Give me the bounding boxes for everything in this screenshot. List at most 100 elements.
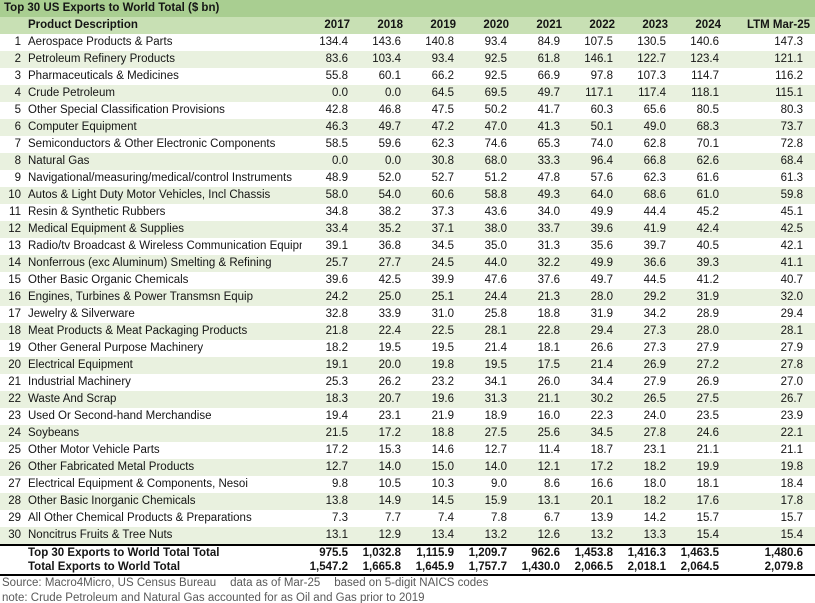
value-cell: 17.6 xyxy=(696,495,719,507)
value-cell: 92.5 xyxy=(484,70,507,82)
value-cell: 10.5 xyxy=(378,478,401,490)
rank-cell: 13 xyxy=(8,240,21,252)
total-value-cell: 1,209.7 xyxy=(468,547,507,559)
value-cell: 27.3 xyxy=(643,342,666,354)
value-cell: 29.2 xyxy=(643,291,666,303)
value-cell: 33.9 xyxy=(378,308,401,320)
value-cell: 13.4 xyxy=(431,529,454,541)
value-cell: 39.1 xyxy=(325,240,348,252)
value-cell: 47.2 xyxy=(431,121,454,133)
value-cell: 26.9 xyxy=(643,359,666,371)
value-cell: 19.5 xyxy=(431,342,454,354)
value-cell: 134.4 xyxy=(319,36,348,48)
rank-cell xyxy=(0,560,24,574)
table-row: 9 Navigational/measuring/medical/control … xyxy=(0,170,815,187)
total-value-cell: 975.5 xyxy=(319,547,348,559)
value-cell: 117.1 xyxy=(585,87,613,99)
value-cell: 24.0 xyxy=(643,410,666,422)
value-cell: 64.5 xyxy=(431,87,454,99)
column-header: 2017 xyxy=(324,19,350,31)
value-cell: 62.6 xyxy=(696,155,719,167)
value-cell: 15.3 xyxy=(378,444,401,456)
value-cell: 26.9 xyxy=(696,376,719,388)
value-cell: 49.0 xyxy=(643,121,666,133)
value-cell: 60.3 xyxy=(590,104,613,116)
rank-cell: 7 xyxy=(14,138,21,150)
product-name-cell: Other Special Classification Provisions xyxy=(28,104,225,116)
table-row: 1 Aerospace Products & Parts 134.4 143.6 140… xyxy=(0,34,815,51)
value-cell: 13.9 xyxy=(590,512,613,524)
value-cell: 49.7 xyxy=(590,274,613,286)
total-value-cell: 1,115.9 xyxy=(416,547,454,559)
value-cell: 34.1 xyxy=(484,376,507,388)
table-row: 29 All Other Chemical Products & Preparat… xyxy=(0,510,815,527)
value-cell: 21.1 xyxy=(780,444,803,456)
value-cell: 37.3 xyxy=(431,206,454,218)
value-cell: 26.6 xyxy=(590,342,613,354)
column-header: 2022 xyxy=(589,19,615,31)
value-cell: 49.7 xyxy=(378,121,401,133)
value-cell: 22.1 xyxy=(780,427,803,439)
value-cell: 46.3 xyxy=(325,121,348,133)
table-body: 1 Aerospace Products & Parts 134.4 143.6 140… xyxy=(0,34,815,544)
value-cell: 28.9 xyxy=(696,308,719,320)
value-cell: 130.5 xyxy=(637,36,666,48)
value-cell: 31.3 xyxy=(484,393,507,405)
value-cell: 49.7 xyxy=(537,87,560,99)
value-cell: 59.8 xyxy=(780,189,803,201)
rank-cell: 25 xyxy=(8,444,21,456)
product-name-cell: Electrical Equipment xyxy=(28,359,133,371)
value-cell: 92.5 xyxy=(484,53,507,65)
value-cell: 36.8 xyxy=(378,240,401,252)
total-value-cell: 1,757.7 xyxy=(468,561,507,573)
value-cell: 26.7 xyxy=(780,393,803,405)
value-cell: 14.9 xyxy=(378,495,401,507)
value-cell: 38.0 xyxy=(484,223,507,235)
product-name-cell: Jewelry & Silverware xyxy=(28,308,135,320)
value-cell: 26.0 xyxy=(537,376,560,388)
rank-cell: 3 xyxy=(14,70,21,82)
value-cell: 74.0 xyxy=(590,138,613,150)
value-cell: 24.2 xyxy=(325,291,348,303)
value-cell: 25.1 xyxy=(431,291,454,303)
value-cell: 39.6 xyxy=(325,274,348,286)
value-cell: 32.8 xyxy=(325,308,348,320)
table-row: 28 Other Basic Inorganic Chemicals 13.8 14.… xyxy=(0,493,815,510)
as-of-text: data as of Mar-25 xyxy=(230,577,321,589)
value-cell: 25.0 xyxy=(378,291,401,303)
totals-section: Top 30 Exports to World Total Total 975.5… xyxy=(0,544,815,576)
rank-cell: 28 xyxy=(8,495,21,507)
value-cell: 49.9 xyxy=(590,257,613,269)
value-cell: 28.1 xyxy=(484,325,507,337)
value-cell: 72.8 xyxy=(780,138,803,150)
table-row: 20 Electrical Equipment 19.1 20.0 19.8 19.5 17… xyxy=(0,357,815,374)
rank-cell: 11 xyxy=(9,206,21,218)
value-cell: 18.7 xyxy=(590,444,613,456)
value-cell: 18.8 xyxy=(431,427,454,439)
table-row: 22 Waste And Scrap 18.3 20.7 19.6 31.3 21.1 30.… xyxy=(0,391,815,408)
value-cell: 107.3 xyxy=(637,70,666,82)
total-value-cell: 2,018.1 xyxy=(627,561,666,573)
value-cell: 33.4 xyxy=(325,223,348,235)
value-cell: 62.8 xyxy=(643,138,666,150)
value-cell: 20.7 xyxy=(378,393,401,405)
basis-text: based on 5-digit NAICS codes xyxy=(334,577,489,589)
total-value-cell: 1,547.2 xyxy=(309,561,348,573)
value-cell: 47.8 xyxy=(537,172,560,184)
rank-cell: 26 xyxy=(8,461,21,473)
total-value-cell: 962.6 xyxy=(531,547,560,559)
value-cell: 60.6 xyxy=(431,189,454,201)
value-cell: 9.8 xyxy=(332,478,348,490)
value-cell: 40.5 xyxy=(696,240,719,252)
value-cell: 27.9 xyxy=(780,342,803,354)
value-cell: 19.1 xyxy=(325,359,348,371)
value-cell: 22.8 xyxy=(537,325,560,337)
value-cell: 34.5 xyxy=(590,427,613,439)
table-row: 16 Engines, Turbines & Power Transmsn Equ… xyxy=(0,289,815,306)
value-cell: 39.3 xyxy=(696,257,719,269)
value-cell: 73.7 xyxy=(780,121,803,133)
value-cell: 24.4 xyxy=(484,291,507,303)
value-cell: 69.5 xyxy=(484,87,507,99)
value-cell: 61.8 xyxy=(537,53,560,65)
value-cell: 18.2 xyxy=(325,342,348,354)
